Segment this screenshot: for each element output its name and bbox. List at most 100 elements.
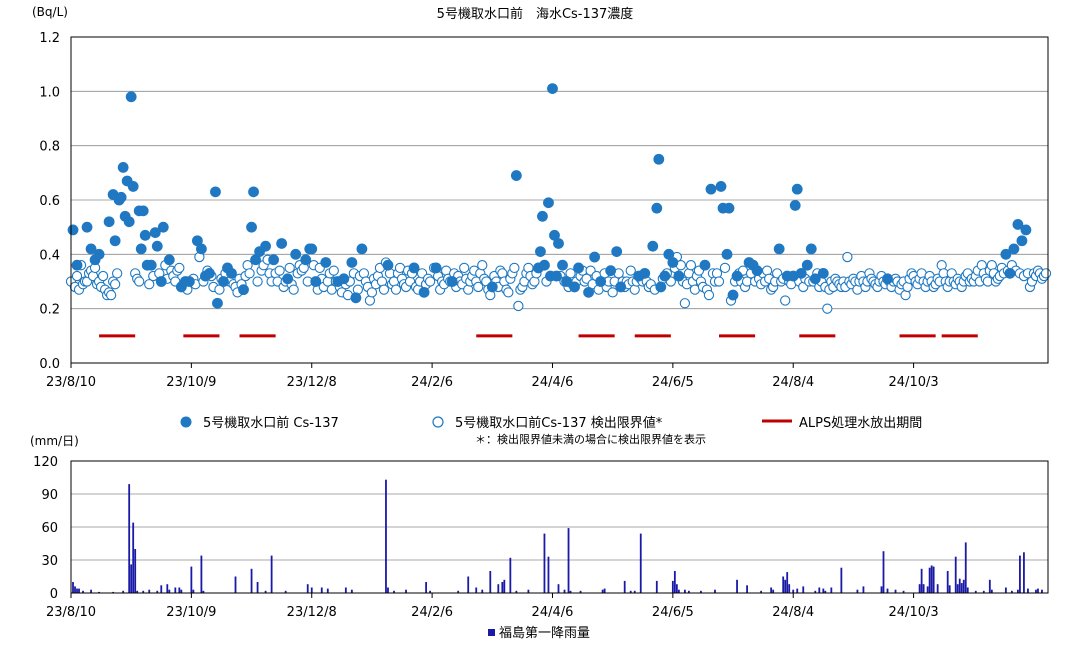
cs137-point <box>583 286 594 298</box>
bottom-x-tick-label: 23/12/8 <box>287 605 337 620</box>
cs137-point <box>809 273 821 285</box>
cs137-point <box>510 170 522 181</box>
rain-bar <box>796 588 799 593</box>
rain-bar <box>902 590 905 593</box>
cs137-point <box>139 229 151 241</box>
legend-label-alps: ALPS処理水放出期間 <box>799 416 922 431</box>
cs137-point <box>290 248 302 260</box>
cs137-point <box>149 227 161 239</box>
rain-bar <box>788 584 791 593</box>
cs137-point <box>338 273 350 285</box>
cs137-point <box>306 243 318 255</box>
rain-bar <box>946 571 949 593</box>
rain-bar <box>920 568 923 593</box>
rain-bar <box>405 589 407 593</box>
bottom-x-tick-label: 24/8/4 <box>772 605 814 620</box>
cs137-point <box>212 297 223 309</box>
rain-bar <box>142 590 145 593</box>
cs137-point <box>1000 248 1012 260</box>
rain-bar <box>489 571 492 593</box>
cs137-point <box>300 254 312 266</box>
rain-bar <box>880 586 883 593</box>
rain-bar <box>74 586 76 593</box>
rain-bar <box>457 590 460 593</box>
rain-bar <box>344 587 347 593</box>
cs137-point <box>795 267 807 279</box>
rain-bar <box>557 584 560 593</box>
cs137-point <box>123 216 135 228</box>
rain-bar <box>425 582 427 593</box>
cs137-point <box>346 257 358 268</box>
footnote: ＊：検出限界値未満の場合に検出限界値を表示 <box>475 432 706 446</box>
detection-limit-point <box>244 268 255 279</box>
detection-limit-point <box>842 251 853 263</box>
cs137-point <box>204 267 215 279</box>
cs137-point <box>85 243 97 255</box>
rain-bar <box>918 584 921 593</box>
rain-bar <box>156 590 159 593</box>
rain-bar <box>467 576 470 593</box>
rain-bar <box>310 587 313 593</box>
cs137-point <box>81 221 93 233</box>
rain-bar <box>886 588 889 593</box>
rain-bar <box>954 556 957 593</box>
rain-bar <box>527 589 530 593</box>
rain-bar <box>567 528 570 593</box>
cs137-point <box>651 202 663 214</box>
rain-bar <box>982 590 985 593</box>
bottom-ylabel: (mm/日) <box>30 434 79 448</box>
rain-bar <box>856 589 859 593</box>
rain-bar <box>960 583 963 593</box>
detection-limit-point <box>679 298 691 309</box>
rain-bar <box>136 590 139 593</box>
cs137-point <box>282 273 294 285</box>
top-x-tick-label: 23/12/8 <box>287 375 337 390</box>
rain-bar <box>350 589 353 593</box>
cs137-point <box>226 267 237 279</box>
rain-bar <box>629 590 632 593</box>
detection-limit-point <box>134 276 145 287</box>
rain-bar <box>814 590 817 593</box>
cs137-point <box>250 254 261 266</box>
rain-bar <box>547 556 550 593</box>
legend-label-rain: 福島第一降雨量 <box>499 626 590 641</box>
cs137-point <box>163 254 175 266</box>
rain-bar <box>579 590 582 593</box>
cs137-point <box>218 276 229 287</box>
rain-bar <box>178 587 181 593</box>
rain-bar <box>320 587 323 593</box>
rain-bar <box>633 590 636 593</box>
top-y-tick-label: 0.4 <box>39 248 60 263</box>
rain-bar <box>429 590 432 593</box>
rain-bar <box>264 590 267 593</box>
cs137-point <box>1004 267 1016 279</box>
cs137-point <box>789 200 801 211</box>
rain-bar <box>497 584 500 593</box>
cs137-point <box>486 281 498 293</box>
rain-bar <box>802 586 805 593</box>
detection-limit-point <box>111 268 123 279</box>
rain-bar <box>824 590 827 593</box>
cs137-point <box>653 153 665 165</box>
detection-limit-point <box>780 295 791 306</box>
top-x-tick-label: 24/8/4 <box>772 375 814 390</box>
cs137-point <box>151 240 163 252</box>
bottom-x-tick-label: 23/10/9 <box>166 605 216 620</box>
rain-bar <box>956 584 959 593</box>
rain-bar <box>964 542 967 593</box>
cs137-point <box>117 162 129 173</box>
rain-bar <box>385 479 387 593</box>
cs137-point <box>135 243 147 255</box>
bottom-grid <box>71 460 1048 594</box>
cs137-point <box>145 259 157 271</box>
legend-filled-circle-icon <box>180 416 192 428</box>
cs137-point <box>655 281 667 293</box>
rain-bar <box>270 555 273 593</box>
detection-limit-point <box>71 270 83 282</box>
cs137-point <box>667 257 679 268</box>
cs137-point <box>721 248 733 260</box>
rain-bar <box>256 582 259 593</box>
top-y-tick-label: 0.0 <box>39 357 60 372</box>
rain-bar <box>1004 587 1007 593</box>
rain-bar <box>393 590 395 593</box>
